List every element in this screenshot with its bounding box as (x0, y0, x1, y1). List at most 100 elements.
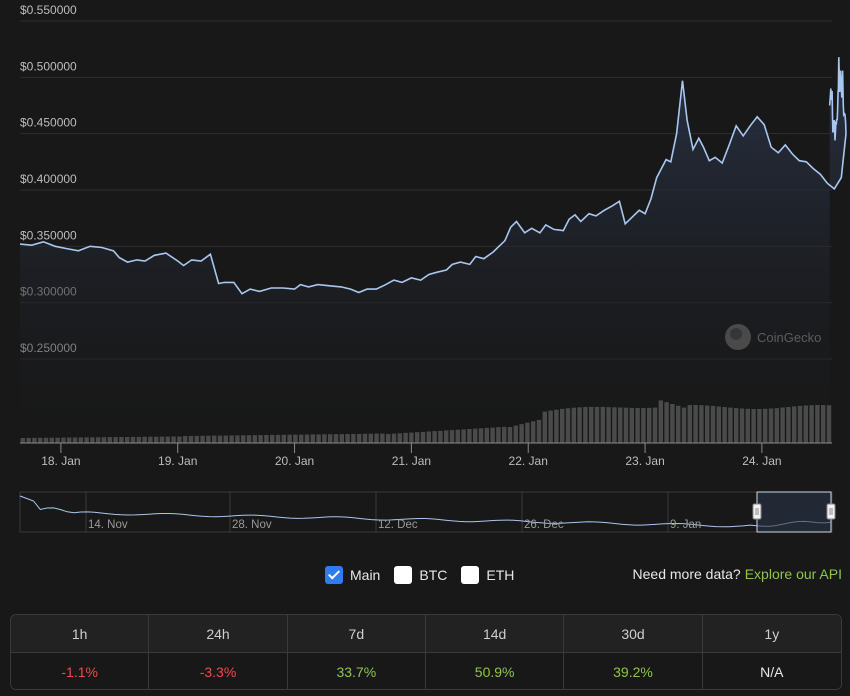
volume-bar (502, 426, 507, 443)
volume-bar (705, 405, 710, 443)
volume-bar (125, 437, 130, 443)
volume-bar (229, 435, 234, 443)
volume-bar (333, 434, 339, 443)
volume-bar (328, 434, 333, 443)
volume-bar (246, 435, 252, 443)
btc-checkbox[interactable] (394, 566, 413, 584)
navigator[interactable]: 14. Nov 28. Nov 12. Dec 26. Dec 9. Jan (19, 491, 836, 533)
volume-bar (629, 407, 634, 443)
navigator-grid (85, 492, 669, 532)
price-chart[interactable]: $0.550000 $0.500000 $0.450000 $0.400000 $0.3… (0, 0, 850, 560)
volume-bar (612, 407, 617, 443)
volume-bar (142, 436, 147, 443)
volume-bar (478, 428, 484, 443)
volume-bar (96, 437, 101, 443)
volume-bar (542, 411, 547, 443)
volume-bar (316, 434, 321, 443)
perf-value-1h: -1.1% (11, 653, 150, 689)
x-tick-label: 24. Jan (742, 454, 781, 468)
x-axis: 18. Jan 19. Jan 20. Jan 21. Jan 22. Jan 23. J… (41, 443, 782, 468)
x-tick-label: 21. Jan (392, 454, 431, 468)
navigator-line (19, 495, 832, 528)
explore-api-link[interactable]: Explore our API (744, 566, 842, 582)
volume-bar (757, 409, 762, 443)
volume-bar (507, 427, 513, 443)
volume-bar (583, 407, 588, 443)
volume-bar (171, 436, 176, 443)
navigator-left-handle[interactable] (752, 503, 762, 520)
volume-bar (391, 433, 397, 443)
volume-bar (136, 436, 141, 443)
volume-bar (287, 434, 292, 443)
volume-bar (339, 434, 344, 443)
navigator-labels: 14. Nov 28. Nov 12. Dec 26. Dec 9. Jan (88, 519, 701, 531)
volume-bar (420, 431, 426, 443)
volume-bar (130, 436, 136, 443)
volume-bar (641, 408, 646, 443)
volume-bar (101, 437, 107, 443)
toggle-btc[interactable]: BTC (394, 566, 447, 584)
y-tick-label: $0.550000 (20, 3, 77, 17)
volume-bar (177, 436, 182, 443)
main-checkbox[interactable] (325, 566, 343, 584)
volume-bar (159, 436, 165, 443)
volume-bar (664, 402, 669, 443)
volume-bar (658, 400, 663, 443)
coingecko-watermark: CoinGecko (725, 324, 821, 350)
volume-bar (792, 406, 797, 443)
x-tick-label: 19. Jan (158, 454, 197, 468)
volume-bar (647, 407, 652, 443)
volume-bar (716, 406, 721, 443)
volume-bar (803, 405, 808, 443)
perf-value-24h: -3.3% (149, 653, 288, 689)
navigator-selection[interactable] (756, 491, 832, 533)
volume-bar (565, 408, 571, 443)
y-tick-label: $0.400000 (20, 172, 77, 186)
volume-bar (345, 434, 350, 443)
volume-bar (606, 407, 611, 443)
volume-bar (536, 419, 542, 443)
y-tick-label: $0.450000 (20, 116, 77, 130)
price-line[interactable] (19, 57, 847, 295)
series-toggles: Main BTC ETH (325, 564, 528, 586)
volume-bar (734, 408, 739, 443)
toggle-eth[interactable]: ETH (461, 566, 514, 584)
volume-bar (322, 434, 327, 443)
volume-bar (809, 405, 814, 443)
volume-bar (409, 432, 414, 443)
volume-bar (739, 408, 745, 443)
toggle-main[interactable]: Main (325, 566, 380, 584)
volume-bar (119, 437, 124, 443)
volume-bar (223, 435, 228, 443)
navigator-right-handle[interactable] (826, 503, 836, 520)
volume-bar (206, 435, 211, 443)
volume-bar (461, 429, 466, 443)
eth-checkbox[interactable] (461, 566, 480, 584)
volume-bar (188, 435, 194, 443)
volume-bar (490, 427, 495, 443)
volume-bar (815, 405, 820, 443)
watermark-text: CoinGecko (757, 330, 821, 345)
volume-bar (513, 425, 518, 443)
volume-bar (826, 405, 832, 443)
volume-bar (183, 436, 188, 443)
volume-bar (281, 434, 286, 443)
perf-value-30d: 39.2% (564, 653, 703, 689)
volume-bar (426, 431, 431, 443)
perf-header-7d: 7d (287, 615, 426, 653)
volume-bar (148, 436, 153, 443)
volume-bar (687, 405, 692, 443)
more-data: Need more data? Explore our API (633, 566, 842, 582)
volume-bar (38, 437, 43, 443)
volume-bar (397, 433, 402, 443)
volume-bar (415, 432, 420, 443)
volume-bar (304, 434, 310, 443)
volume-bar (72, 437, 78, 443)
navigator-label: 14. Nov (88, 519, 128, 531)
volume-bar (623, 407, 629, 443)
volume-bar (43, 437, 49, 443)
volume-bar (386, 434, 391, 443)
volume-bar (362, 433, 368, 443)
volume-bar (154, 436, 159, 443)
volume-bar (432, 431, 437, 443)
